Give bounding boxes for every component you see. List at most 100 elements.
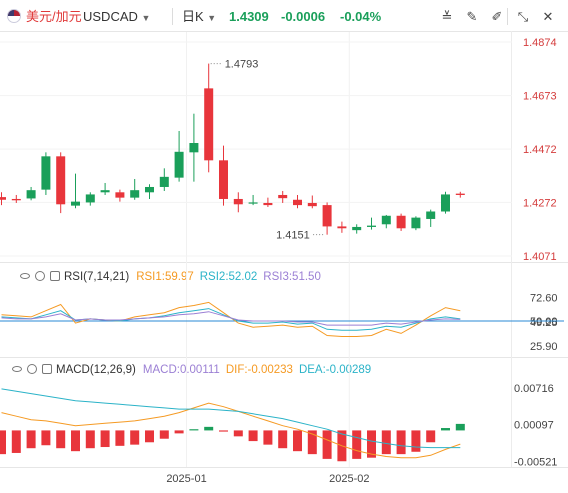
divider — [172, 8, 173, 25]
pair-code-selector[interactable]: USDCAD ▼ — [83, 9, 150, 26]
candle-body — [367, 225, 376, 227]
high-label: 1.4793 — [225, 59, 259, 71]
chart-toolbar: 美元/加元 USDCAD ▼ 日K ▼ 1.4309 -0.0006 -0.04… — [0, 0, 568, 32]
period-selector[interactable]: 日K ▼ — [182, 9, 216, 26]
macd-histogram-bar — [71, 430, 80, 452]
chevron-down-icon: ▼ — [141, 13, 151, 23]
macd-histogram-bar — [455, 423, 465, 431]
macd-y-tick-label: -0.00521 — [514, 456, 557, 468]
macd-histogram-bar — [396, 430, 406, 455]
candle-body — [159, 176, 169, 187]
candle-body — [11, 198, 21, 201]
eye-icon[interactable] — [12, 366, 22, 372]
candle-body — [100, 190, 110, 193]
candle-body — [352, 226, 362, 231]
macd-histogram-bar — [0, 430, 6, 455]
macd-histogram-bar — [219, 430, 228, 432]
candle-body — [307, 202, 317, 207]
macd-histogram-bar — [441, 428, 450, 431]
macd-histogram-bar — [26, 430, 36, 449]
candle-body — [41, 156, 51, 190]
candle-body — [426, 211, 436, 219]
macd-histogram-bar — [278, 430, 288, 449]
candle-body — [441, 194, 450, 212]
y-tick-label: 1.4272 — [523, 197, 557, 209]
macd-y-tick-label: 0.00716 — [514, 383, 554, 395]
price-change: -0.0006 — [281, 9, 326, 24]
y-tick-label: 1.4071 — [523, 251, 557, 263]
macd-histogram-bar — [145, 430, 154, 443]
macd-header: MACD(12,26,9) MACD:0.00111 DIF:-0.00233 DEA… — [12, 363, 371, 377]
macd-histogram-bar — [174, 430, 184, 434]
macd-histogram-bar — [189, 429, 199, 431]
macd-histogram-bar — [293, 430, 302, 452]
candle-body — [189, 143, 199, 153]
macd-histogram-bar — [411, 430, 421, 452]
macd-histogram-bar — [11, 430, 21, 453]
rsi-y-tick-label: 72.60 — [530, 293, 558, 305]
draw-tools-icon[interactable]: ✐ — [491, 9, 503, 24]
panel-icon — [42, 364, 52, 374]
gear-icon[interactable] — [35, 271, 45, 281]
macd-histogram-bar — [85, 430, 95, 449]
indicator-icon[interactable]: ≚ — [441, 9, 453, 24]
pair-code: USDCAD — [83, 9, 138, 24]
candle-body — [219, 160, 228, 199]
fullscreen-icon[interactable]: ⤡ — [517, 9, 529, 24]
macd-histogram-bar — [248, 430, 258, 442]
macd-histogram-bar — [56, 430, 66, 449]
price-change-percent: -0.04% — [340, 9, 382, 24]
macd-histogram-bar — [41, 430, 51, 446]
candle-body — [145, 186, 154, 193]
macd-histogram-bar — [233, 430, 243, 437]
rsi-y-tick-label: 25.90 — [530, 341, 558, 353]
candle-body — [204, 88, 214, 161]
macd-histogram-bar — [130, 430, 140, 445]
candle-body — [233, 198, 243, 205]
candle-body — [381, 215, 391, 225]
rsi-header: RSI(7,14,21) RSI1:59.97 RSI2:52.02 RSI3:51.… — [20, 270, 321, 284]
draw-pen-icon[interactable]: ✎ — [466, 9, 478, 24]
macd-histogram-bar — [263, 430, 273, 445]
close-icon[interactable]: ✕ — [542, 9, 554, 24]
macd-y-tick-label: 0.00097 — [514, 420, 554, 432]
macd-histogram-bar — [307, 430, 317, 455]
candle-body — [26, 190, 36, 199]
macd-dif-line — [1, 402, 461, 459]
macd-histogram-bar — [115, 430, 125, 446]
rsi-y-tick-label: 50.00 — [530, 316, 558, 328]
macd-histogram-bar — [204, 426, 214, 431]
dif-value: DIF:-0.00233 — [225, 364, 293, 376]
y-tick-label: 1.4874 — [523, 37, 557, 49]
rsi3-value: RSI3:51.50 — [263, 271, 321, 283]
macd-histogram-bar — [100, 430, 110, 448]
candle-body — [56, 156, 66, 205]
x-tick-label: 2025-01 — [166, 473, 206, 485]
candle-body — [455, 193, 465, 195]
rsi1-value: RSI1:59.97 — [136, 271, 194, 283]
macd-histogram-bar — [426, 430, 436, 443]
y-tick-label: 1.4472 — [523, 144, 557, 156]
pair-name[interactable]: 美元/加元 — [26, 9, 82, 24]
y-tick-label: 1.4673 — [523, 91, 557, 103]
panel-icon — [50, 271, 60, 281]
x-tick-label: 2025-02 — [329, 473, 369, 485]
macd-dea-line — [1, 388, 461, 449]
candle-body — [293, 199, 302, 206]
rsi-series-line-2 — [1, 308, 461, 331]
candle-body — [322, 205, 332, 227]
gear-icon[interactable] — [27, 364, 37, 374]
macd-histogram-bar — [159, 430, 169, 439]
candle-body — [174, 151, 184, 178]
candle-body — [337, 226, 347, 229]
rsi2-value: RSI2:52.02 — [199, 271, 258, 283]
macd-name: MACD(12,26,9) — [56, 364, 136, 376]
macd-histogram-bar — [367, 430, 376, 458]
chevron-down-icon: ▼ — [207, 13, 217, 23]
eye-icon[interactable] — [20, 273, 30, 279]
divider — [507, 8, 508, 25]
macd-histogram-bar — [352, 430, 362, 459]
rsi-name: RSI(7,14,21) — [64, 271, 130, 283]
last-price: 1.4309 — [229, 9, 269, 24]
